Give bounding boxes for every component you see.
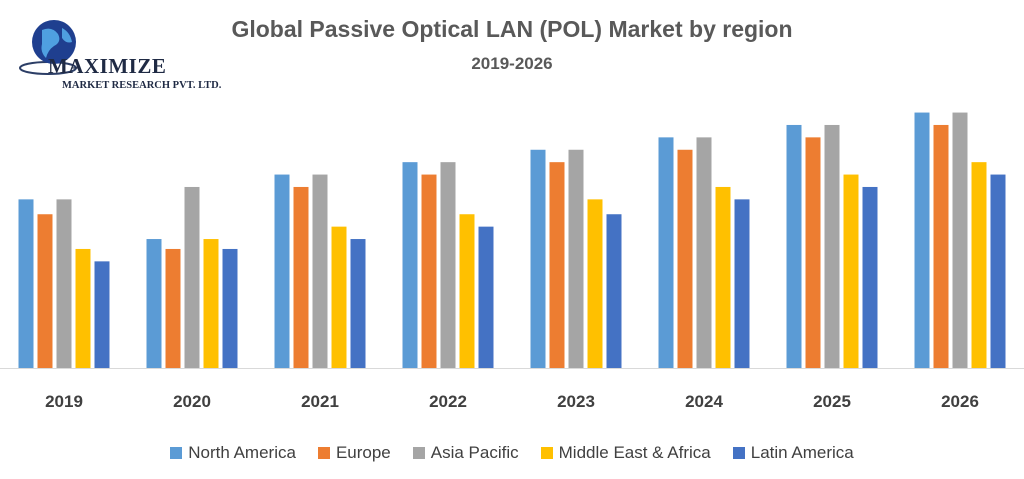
bar-2024-latin-america — [734, 199, 750, 368]
bar-2023-middle-east-africa — [587, 199, 603, 368]
bar-2020-asia-pacific — [184, 186, 200, 368]
bar-2019-asia-pacific — [56, 199, 72, 368]
bar-2021-asia-pacific — [312, 174, 328, 368]
legend-swatch — [317, 447, 330, 459]
globe-icon — [19, 20, 77, 75]
x-tick-label: 2025 — [813, 392, 851, 411]
chart-subtitle: 2019-2026 — [471, 54, 553, 73]
bar-2021-europe — [293, 186, 309, 368]
bar-2020-latin-america — [222, 248, 238, 368]
bar-2025-europe — [805, 137, 821, 368]
bar-2022-latin-america — [478, 226, 494, 368]
bar-2020-middle-east-africa — [203, 239, 219, 368]
legend-label: Asia Pacific — [430, 443, 519, 462]
legend-item: Asia Pacific — [412, 443, 519, 463]
legend-label: Latin America — [750, 443, 854, 462]
legend-item: Europe — [317, 443, 391, 463]
bar-2026-north-america — [914, 112, 930, 368]
x-tick-label: 2020 — [173, 392, 211, 411]
bar-2024-asia-pacific — [696, 137, 712, 368]
x-tick-label: 2023 — [557, 392, 595, 411]
bar-2021-middle-east-africa — [331, 226, 347, 368]
bar-2022-asia-pacific — [440, 162, 456, 368]
bar-2022-middle-east-africa — [459, 214, 475, 368]
bar-2019-middle-east-africa — [75, 248, 91, 368]
company-logo: MAXIMIZE MARKET RESEARCH PVT. LTD. — [8, 10, 248, 100]
chart-title: Global Passive Optical LAN (POL) Market … — [231, 16, 793, 42]
bar-2020-europe — [165, 248, 181, 368]
logo-subtitle: MARKET RESEARCH PVT. LTD. — [62, 80, 222, 91]
legend-label: North America — [188, 443, 296, 462]
bar-2022-north-america — [402, 162, 418, 368]
legend-swatch — [540, 447, 553, 459]
legend-label: Middle East & Africa — [558, 443, 711, 462]
bar-2019-europe — [37, 214, 53, 368]
legend-label: Europe — [335, 443, 391, 462]
bar-2024-europe — [677, 149, 693, 368]
bar-2026-latin-america — [990, 174, 1006, 368]
bar-2023-asia-pacific — [568, 149, 584, 368]
x-tick-label: 2022 — [429, 392, 467, 411]
bar-2025-north-america — [786, 124, 802, 369]
bar-2025-asia-pacific — [824, 124, 840, 369]
bar-2021-north-america — [274, 174, 290, 368]
x-tick-label: 2021 — [301, 392, 339, 411]
bar-2026-europe — [933, 124, 949, 369]
bar-2024-middle-east-africa — [715, 186, 731, 368]
legend-item: Latin America — [732, 443, 854, 463]
bar-2025-latin-america — [862, 186, 878, 368]
legend-item: Middle East & Africa — [540, 443, 711, 463]
legend-swatch — [412, 447, 425, 459]
chart-legend: North America Europe Asia Pacific Middle Ea… — [0, 443, 1024, 463]
bar-2023-europe — [549, 162, 565, 368]
bar-2020-north-america — [146, 239, 162, 368]
bar-2019-latin-america — [94, 261, 110, 368]
legend-swatch — [170, 447, 183, 459]
bar-2023-north-america — [530, 149, 546, 368]
bar-2019-north-america — [18, 199, 34, 368]
bar-2021-latin-america — [350, 239, 366, 368]
bar-2026-middle-east-africa — [971, 162, 987, 368]
x-tick-label: 2026 — [941, 392, 979, 411]
x-tick-label: 2024 — [685, 392, 723, 411]
x-tick-label: 2019 — [45, 392, 83, 411]
bar-2026-asia-pacific — [952, 112, 968, 368]
legend-item: North America — [170, 443, 296, 463]
bar-2022-europe — [421, 174, 437, 368]
bar-2023-latin-america — [606, 214, 622, 368]
bar-2024-north-america — [658, 137, 674, 368]
logo-name: MAXIMIZE — [48, 54, 167, 78]
legend-swatch — [732, 447, 745, 459]
bar-2025-middle-east-africa — [843, 174, 859, 368]
